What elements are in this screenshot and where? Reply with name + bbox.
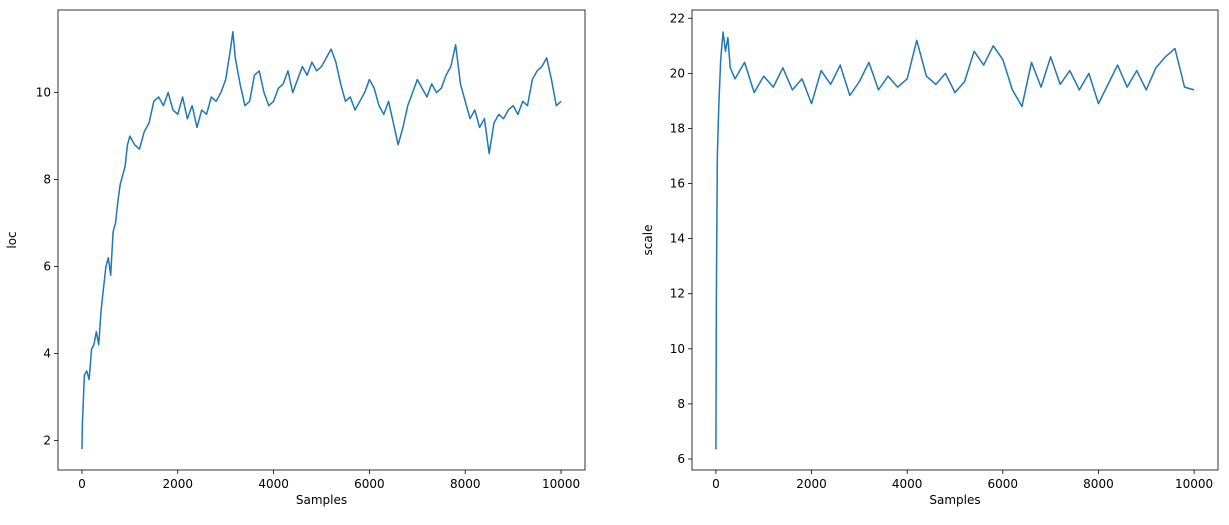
- axes-frame: [57, 9, 586, 471]
- x-tick-label: 0: [78, 477, 86, 491]
- y-axis-label: loc: [5, 231, 19, 248]
- x-tick-label: 4000: [892, 477, 923, 491]
- y-tick-label: 4: [43, 346, 51, 360]
- axes-frame: [691, 9, 1219, 471]
- trace-line: [81, 30, 562, 450]
- y-tick-label: 10: [36, 86, 51, 100]
- x-tick-label: 2000: [162, 477, 193, 491]
- x-tick-label: 4000: [258, 477, 289, 491]
- x-tick-label: 2000: [796, 477, 827, 491]
- trace-line: [715, 31, 1195, 450]
- x-tick-label: 10000: [542, 477, 580, 491]
- y-axis-label: scale: [641, 225, 655, 256]
- x-tick-label: 6000: [354, 477, 385, 491]
- x-axis-label: Samples: [929, 493, 980, 507]
- y-tick-label: 6: [43, 260, 51, 274]
- x-tick-label: 0: [712, 477, 720, 491]
- y-tick-label: 16: [670, 177, 685, 191]
- y-tick-label: 10: [670, 342, 685, 356]
- y-tick-label: 22: [670, 11, 685, 25]
- x-tick-label: 6000: [988, 477, 1019, 491]
- y-tick-label: 8: [677, 397, 685, 411]
- y-tick-label: 14: [670, 232, 685, 246]
- y-tick-label: 18: [670, 121, 685, 135]
- y-tick-label: 6: [677, 452, 685, 466]
- x-tick-label: 8000: [1083, 477, 1114, 491]
- x-tick-label: 8000: [450, 477, 481, 491]
- x-axis-label: Samples: [296, 493, 347, 507]
- y-tick-label: 12: [670, 287, 685, 301]
- y-tick-label: 2: [43, 433, 51, 447]
- y-tick-label: 8: [43, 173, 51, 187]
- y-tick-label: 20: [670, 66, 685, 80]
- x-tick-label: 10000: [1175, 477, 1213, 491]
